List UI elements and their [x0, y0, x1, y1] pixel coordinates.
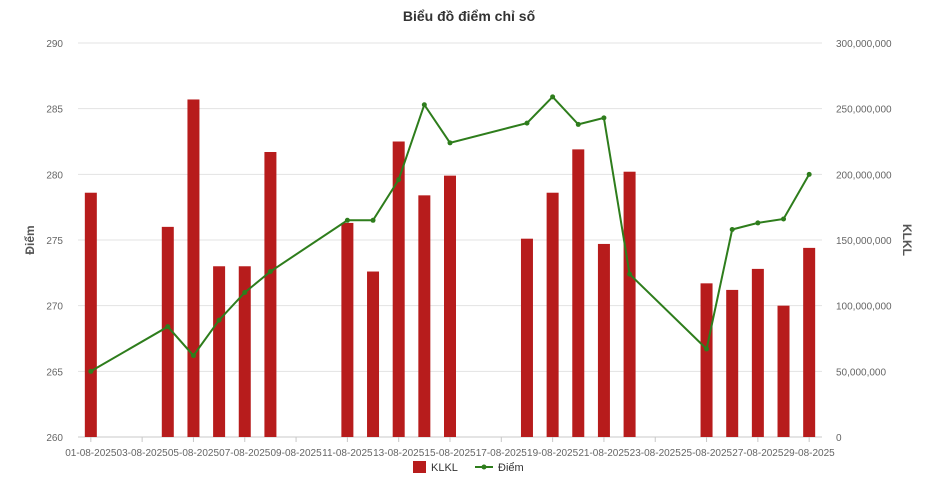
diem-point	[165, 324, 171, 330]
diem-point	[550, 94, 556, 100]
left-tick-label: 275	[46, 236, 63, 247]
right-axis-title: KLKL	[900, 224, 914, 256]
x-tick-label: 29-08-2025	[784, 448, 836, 459]
legend: KLKL Điểm	[413, 461, 524, 474]
diem-point	[627, 271, 633, 277]
klkl-bar	[726, 289, 739, 437]
klkl-bar	[367, 271, 380, 437]
diem-point	[267, 269, 273, 275]
diem-point	[755, 220, 761, 226]
x-tick-label: 21-08-2025	[578, 448, 630, 459]
klkl-bar	[187, 99, 200, 438]
klkl-bar	[161, 226, 174, 437]
x-tick-label: 05-08-2025	[168, 448, 220, 459]
klkl-bar	[520, 238, 533, 437]
left-tick-label: 290	[46, 39, 63, 50]
diem-point	[396, 177, 402, 183]
diem-point	[190, 353, 196, 359]
x-tick-label: 07-08-2025	[219, 448, 271, 459]
left-axis-title: Điểm	[23, 225, 37, 254]
x-axis-ticks: 01-08-2025 03-08-2025 05-08-2025 07-08-2025…	[65, 437, 835, 459]
klkl-bar	[444, 175, 456, 437]
right-tick-label: 250,000,000	[836, 105, 892, 116]
klkl-bar	[418, 195, 431, 437]
right-tick-label: 300,000,000	[836, 39, 892, 50]
right-axis-ticks: 0 50,000,000 100,000,000 150,000,000 200,000…	[836, 39, 892, 444]
right-tick-label: 200,000,000	[836, 170, 892, 181]
klkl-bar	[597, 243, 610, 437]
left-tick-label: 265	[46, 367, 63, 378]
legend-swatch-diem-marker[interactable]	[481, 464, 487, 470]
right-tick-label: 150,000,000	[836, 236, 892, 247]
right-tick-label: 50,000,000	[836, 367, 886, 378]
legend-label-klkl[interactable]: KLKL	[431, 462, 458, 474]
klkl-bar	[572, 149, 585, 437]
x-tick-label: 13-08-2025	[373, 448, 425, 459]
klkl-bar	[213, 266, 226, 437]
x-tick-label: 27-08-2025	[732, 448, 784, 459]
legend-swatch-klkl[interactable]	[413, 461, 426, 473]
diem-line	[88, 94, 812, 374]
right-tick-label: 100,000,000	[836, 302, 892, 313]
left-axis-ticks: 260 265 270 275 280 285 290	[46, 39, 63, 444]
left-tick-label: 270	[46, 302, 63, 313]
diem-point	[88, 368, 94, 374]
diem-point	[242, 290, 248, 296]
klkl-bar	[803, 247, 816, 437]
klkl-bar	[238, 266, 251, 437]
klkl-bar	[623, 171, 636, 437]
klkl-bar	[700, 283, 713, 437]
x-tick-label: 01-08-2025	[65, 448, 117, 459]
x-tick-label: 03-08-2025	[117, 448, 169, 459]
diem-point	[601, 115, 607, 121]
diem-point	[729, 226, 735, 232]
diem-point	[781, 216, 787, 222]
left-tick-label: 285	[46, 105, 63, 116]
x-tick-label: 11-08-2025	[322, 448, 373, 459]
diem-point	[575, 121, 581, 127]
diem-point	[524, 120, 530, 126]
x-tick-label: 15-08-2025	[424, 448, 476, 459]
x-tick-label: 09-08-2025	[270, 448, 322, 459]
chart-title: Biểu đồ điểm chỉ số	[403, 8, 536, 24]
diem-point	[344, 217, 350, 223]
klkl-bar	[751, 268, 764, 437]
diem-point	[704, 346, 710, 352]
legend-label-diem[interactable]: Điểm	[498, 462, 524, 474]
x-tick-label: 19-08-2025	[527, 448, 579, 459]
diem-point	[421, 102, 427, 108]
right-tick-label: 0	[836, 433, 842, 444]
x-tick-label: 23-08-2025	[630, 448, 682, 459]
diem-point	[370, 217, 376, 223]
klkl-bars	[84, 99, 816, 438]
klkl-bar	[546, 192, 559, 437]
klkl-bar	[264, 152, 277, 438]
x-tick-label: 17-08-2025	[476, 448, 528, 459]
klkl-bar	[84, 192, 97, 437]
diem-point	[216, 317, 222, 323]
left-tick-label: 280	[46, 170, 63, 181]
x-tick-label: 25-08-2025	[681, 448, 733, 459]
diem-point	[806, 171, 812, 177]
klkl-bar	[341, 222, 354, 437]
diem-point	[447, 140, 453, 146]
klkl-bar	[392, 141, 405, 437]
left-tick-label: 260	[46, 433, 63, 444]
klkl-bar	[777, 305, 790, 437]
